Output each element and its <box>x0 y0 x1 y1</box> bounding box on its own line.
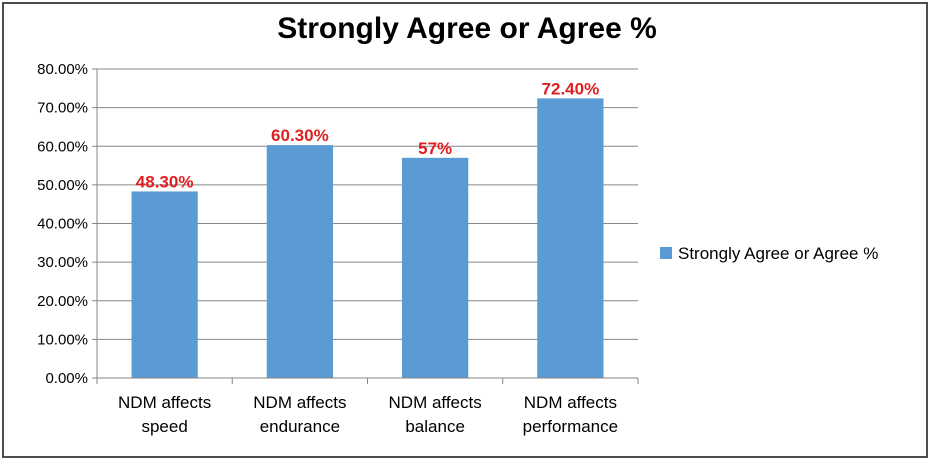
x-category-label: NDM affects <box>524 393 617 412</box>
data-label: 60.30% <box>271 126 329 145</box>
data-label: 48.30% <box>136 172 194 191</box>
y-tick-label: 60.00% <box>37 138 88 155</box>
chart-title: Strongly Agree or Agree % <box>277 12 657 45</box>
y-tick-label: 30.00% <box>37 254 88 271</box>
legend-swatch <box>660 247 672 259</box>
bar <box>266 145 334 378</box>
bar <box>401 157 469 378</box>
y-tick-label: 80.00% <box>37 61 88 78</box>
x-category-label: endurance <box>260 417 340 436</box>
x-category-label: performance <box>523 417 618 436</box>
bar <box>537 98 604 378</box>
y-tick-label: 10.00% <box>37 331 88 348</box>
legend-label: Strongly Agree or Agree % <box>678 244 878 263</box>
y-tick-label: 70.00% <box>37 100 88 117</box>
x-category-label: NDM affects <box>389 393 482 412</box>
y-tick-label: 20.00% <box>37 293 88 310</box>
x-category-label: NDM affects <box>118 393 211 412</box>
x-category-label: balance <box>405 417 465 436</box>
data-label: 57% <box>418 139 452 158</box>
y-tick-label: 0.00% <box>45 370 88 387</box>
x-axis: NDM affects speed NDM affects endurance NDM … <box>96 377 639 436</box>
data-label: 72.40% <box>542 79 600 98</box>
bars <box>131 98 604 378</box>
bar <box>131 191 198 378</box>
y-tick-label: 40.00% <box>37 216 88 233</box>
data-labels: 48.30% 60.30% 57% 72.40% <box>136 79 599 191</box>
legend: Strongly Agree or Agree % <box>660 244 878 263</box>
x-category-label: speed <box>141 417 187 436</box>
y-tick-label: 50.00% <box>37 177 88 194</box>
y-axis-ticks: 0.00% 10.00% 20.00% 30.00% 40.00% 50.00% 60.00… <box>37 61 98 387</box>
x-category-label: NDM affects <box>253 393 346 412</box>
